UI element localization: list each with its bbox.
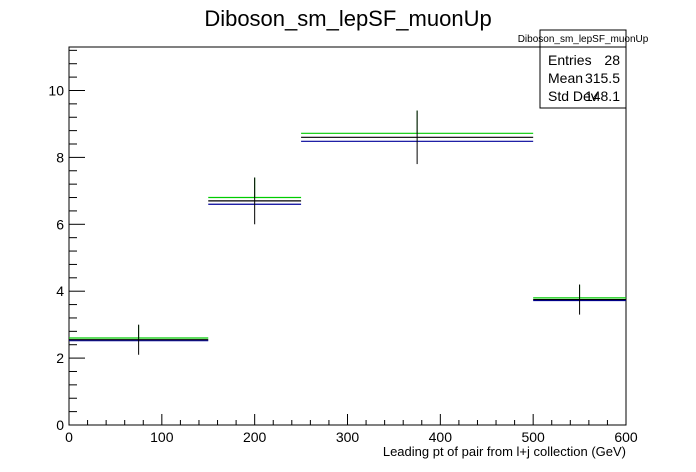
stats-entries-value: 28	[604, 52, 620, 68]
y-tick-label: 8	[56, 149, 64, 165]
stats-mean-value: 315.5	[585, 70, 620, 86]
y-tick-label: 10	[48, 82, 64, 98]
x-tick-label: 300	[336, 429, 360, 445]
y-axis-ticks: 0 2 4 6 8 10	[48, 49, 85, 433]
chart-title: Diboson_sm_lepSF_muonUp	[204, 6, 491, 31]
x-tick-label: 500	[521, 429, 545, 445]
y-tick-label: 0	[56, 417, 64, 433]
histogram-marks	[69, 110, 626, 355]
x-tick-label: 100	[150, 429, 174, 445]
stats-entries-label: Entries	[548, 52, 592, 68]
stats-stddev-label: Std Dev	[548, 88, 598, 104]
x-tick-label: 400	[429, 429, 453, 445]
x-tick-label: 0	[65, 429, 73, 445]
x-axis-ticks: 0 100 200 300 400 500 600	[65, 414, 638, 445]
stats-stddev-value: 148.1	[585, 88, 620, 104]
x-tick-label: 600	[614, 429, 638, 445]
y-tick-label: 6	[56, 216, 64, 232]
stats-mean-label: Mean	[548, 70, 583, 86]
x-axis-label: Leading pt of pair from l+j collection (…	[383, 444, 626, 459]
y-tick-label: 4	[56, 283, 64, 299]
x-tick-label: 200	[243, 429, 267, 445]
stats-box: Diboson_sm_lepSF_muonUp Entries 28 Mean …	[518, 29, 649, 109]
y-tick-label: 2	[56, 350, 64, 366]
stats-box-title: Diboson_sm_lepSF_muonUp	[518, 34, 649, 45]
